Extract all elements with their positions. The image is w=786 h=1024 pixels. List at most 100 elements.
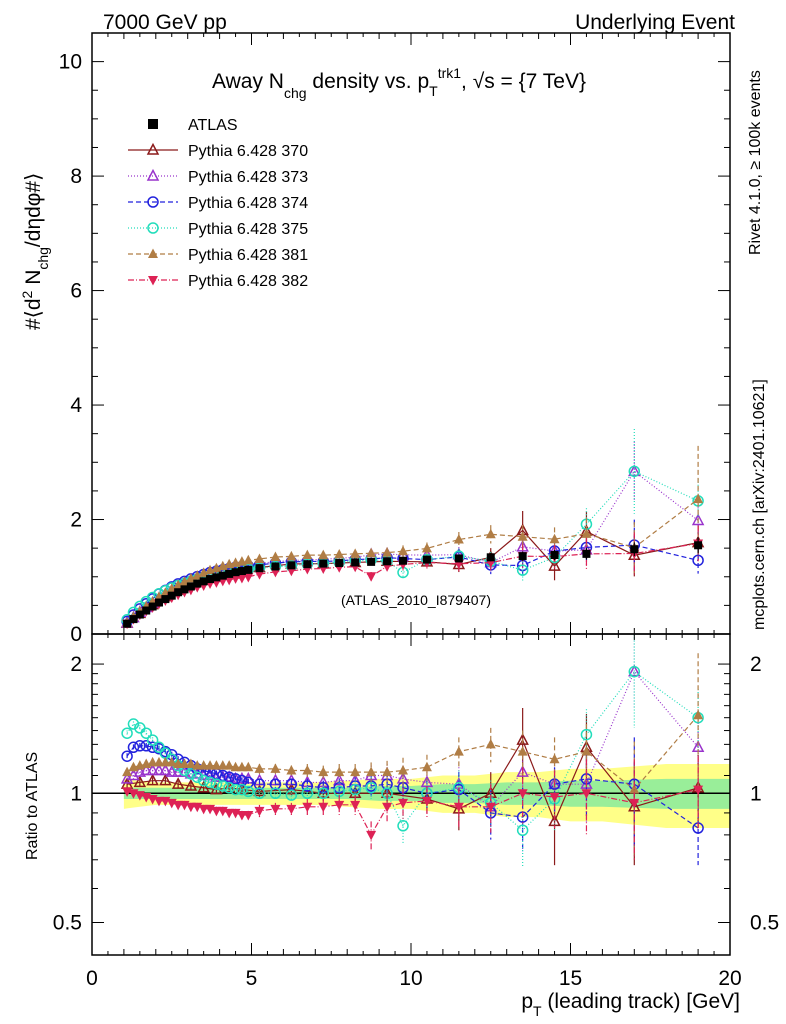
series-5-point — [366, 572, 377, 582]
legend-marker — [148, 119, 158, 129]
watermark: (ATLAS_2010_I879407) — [341, 592, 491, 608]
legend-marker — [147, 222, 159, 234]
series-5-point — [254, 570, 265, 580]
series-2-ratio-point — [121, 750, 133, 762]
atlas-point — [244, 565, 253, 574]
series-0-ratio-point — [197, 780, 210, 793]
series-4-point — [192, 570, 203, 580]
atlas-point — [287, 561, 296, 570]
series-4-ratio-point — [153, 756, 164, 767]
series-3-ratio-point — [153, 741, 165, 754]
series-3-ratio-point — [140, 727, 152, 739]
series-3-ratio-point — [185, 768, 197, 780]
atlas-point — [335, 559, 344, 568]
y-tick-label: 2 — [70, 509, 82, 532]
series-1-ratio-point — [171, 765, 185, 777]
series-4-ratio-point — [581, 746, 592, 756]
series-1-point — [691, 513, 705, 526]
series-4-ratio-point — [382, 766, 393, 777]
series-4-point — [382, 547, 393, 557]
y-tick-label: 0 — [70, 623, 82, 646]
series-4-ratio-point — [160, 756, 171, 767]
series-4-ratio-point — [398, 764, 409, 775]
legend-entry: Pythia 6.428 381 — [128, 247, 308, 264]
atlas-point — [237, 567, 246, 576]
series-2-ratio-point — [301, 780, 314, 792]
series-3-ratio-point — [229, 783, 242, 796]
main-plot — [120, 428, 705, 630]
legend-entry: Pythia 6.428 375 — [128, 221, 308, 238]
series-5-ratio-line — [126, 789, 699, 837]
series-5-ratio-point — [398, 798, 409, 809]
series-4-ratio-point — [236, 761, 247, 772]
atlas-point — [255, 564, 264, 573]
series-5-ratio-point — [153, 796, 164, 807]
atlas-point — [271, 562, 280, 571]
series-4-ratio-point — [254, 763, 265, 773]
series-5-ratio-point — [517, 789, 528, 799]
series-4-point — [270, 551, 281, 562]
atlas-point — [550, 551, 559, 560]
series-3-ratio-point — [197, 774, 210, 787]
series-3-ratio-point — [146, 734, 159, 746]
atlas-point — [135, 610, 144, 619]
series-3-ratio-point — [127, 718, 140, 730]
series-1-ratio-point — [146, 763, 159, 776]
series-0-ratio-point — [548, 814, 561, 827]
legend-entry: Pythia 6.428 382 — [128, 273, 308, 290]
atlas-point — [694, 541, 703, 550]
series-5-ratio-point — [302, 802, 313, 813]
series-4-ratio-point — [198, 760, 209, 770]
series-5-ratio-point — [693, 785, 704, 796]
series-4-ratio-point — [243, 761, 254, 772]
series-3-ratio-point — [301, 787, 314, 800]
series-3-ratio-point — [210, 778, 223, 790]
series-5-ratio-point — [334, 800, 345, 811]
x-tick-label: 5 — [246, 967, 258, 990]
legend-entry: Pythia 6.428 370 — [128, 142, 308, 160]
ratio-y-tick-label-right: 2 — [750, 653, 762, 676]
atlas-point — [630, 545, 639, 554]
atlas-point — [454, 554, 463, 563]
series-3-point — [516, 564, 529, 576]
series-1-ratio-point — [332, 773, 346, 786]
series-5-ratio-point — [185, 802, 196, 813]
series-2-ratio-point — [146, 741, 159, 754]
x-tick-label: 10 — [399, 967, 422, 990]
legend-label: Pythia 6.428 374 — [188, 195, 308, 212]
atlas-point — [199, 577, 208, 586]
series-3-ratio-point — [269, 787, 282, 800]
series-3-ratio-point — [223, 782, 235, 794]
y-tick-label: 4 — [70, 394, 82, 417]
series-4-point — [421, 542, 432, 553]
series-4-point — [254, 553, 265, 563]
series-4-ratio-point — [205, 760, 216, 770]
series-5-ratio-point — [485, 802, 496, 813]
series-4-ratio-point — [318, 766, 329, 777]
legend-label: Pythia 6.428 370 — [188, 143, 308, 160]
series-4-point — [398, 545, 409, 556]
series-3-ratio-point — [285, 789, 298, 801]
series-4-ratio-point — [350, 766, 361, 777]
series-1-ratio-point — [139, 763, 153, 776]
atlas-point — [582, 549, 591, 558]
series-3-ratio-point — [121, 727, 133, 739]
series-5-ratio-point — [224, 808, 235, 819]
series-4-ratio-point — [270, 763, 281, 773]
series-4-ratio-point — [147, 756, 158, 767]
rivet-label: Rivet 4.1.0, ≥ 100k events — [747, 70, 764, 255]
atlas-point — [351, 558, 360, 567]
series-0-ratio-point — [516, 733, 529, 745]
main-title: Away Nchg density vs. pTtrk1, √s = {7 Te… — [212, 65, 586, 101]
atlas-point — [422, 555, 431, 564]
atlas-point — [180, 585, 189, 594]
series-3-ratio-point — [317, 787, 330, 800]
series-1-point — [628, 464, 641, 477]
series-5-ratio-point — [421, 796, 432, 807]
atlas-point — [212, 573, 221, 582]
legend-entry: Pythia 6.428 373 — [128, 168, 308, 186]
series-2-ratio-point — [236, 774, 248, 787]
series-3-ratio-point — [628, 665, 641, 678]
series-5-ratio-point — [382, 802, 393, 813]
